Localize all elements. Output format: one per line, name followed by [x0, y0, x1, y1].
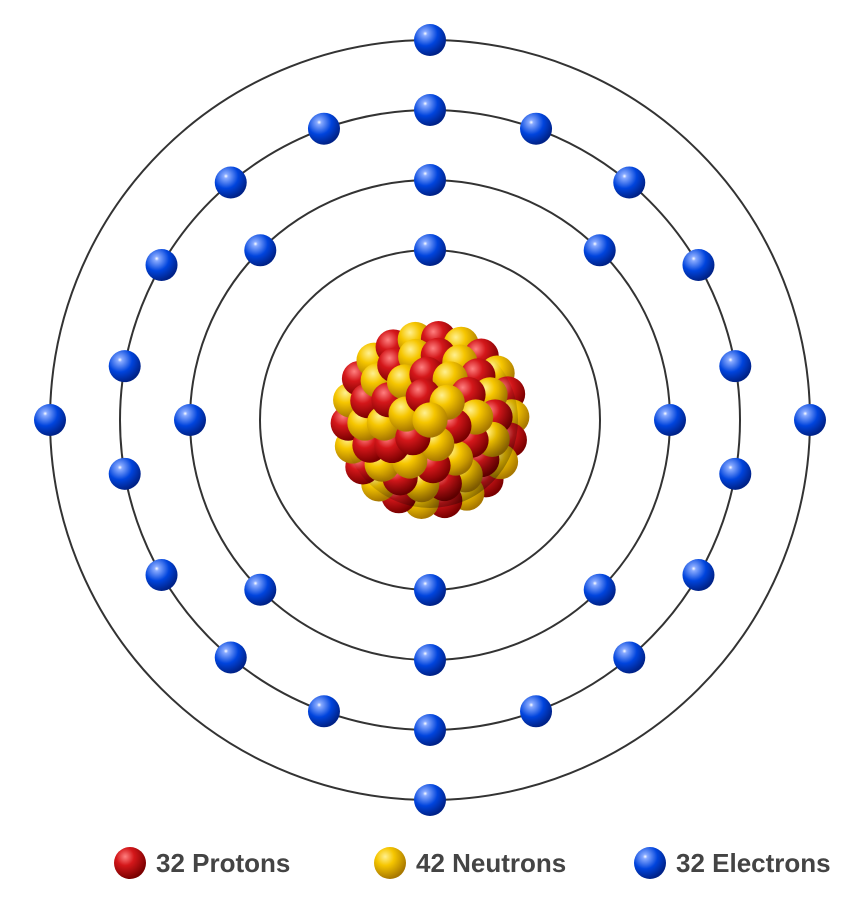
electron	[308, 695, 340, 727]
electron	[414, 234, 446, 266]
electron	[613, 641, 645, 673]
legend: 32 Protons 42 Neutrons 32 Electrons	[114, 847, 831, 879]
electron	[109, 458, 141, 490]
legend-label-neutron: 42 Neutrons	[416, 848, 566, 878]
electron	[794, 404, 826, 436]
nucleus-shade	[342, 332, 518, 508]
electron	[414, 164, 446, 196]
electron	[215, 167, 247, 199]
electron	[414, 94, 446, 126]
electron	[584, 234, 616, 266]
electron	[682, 249, 714, 281]
electron	[414, 714, 446, 746]
electron	[584, 574, 616, 606]
nucleus	[331, 321, 530, 519]
electron	[244, 234, 276, 266]
electron	[146, 559, 178, 591]
electron	[414, 644, 446, 676]
legend-label-electron: 32 Electrons	[676, 848, 831, 878]
atom-diagram: 32 Protons 42 Neutrons 32 Electrons	[0, 0, 860, 909]
electron	[719, 458, 751, 490]
electron	[719, 350, 751, 382]
electron	[215, 641, 247, 673]
legend-marker-proton	[114, 847, 146, 879]
electron	[613, 167, 645, 199]
electron	[414, 784, 446, 816]
legend-marker-neutron	[374, 847, 406, 879]
legend-label-proton: 32 Protons	[156, 848, 290, 878]
electron	[34, 404, 66, 436]
electron	[520, 113, 552, 145]
electron	[244, 574, 276, 606]
electron	[520, 695, 552, 727]
electron	[146, 249, 178, 281]
electron	[414, 24, 446, 56]
legend-marker-electron	[634, 847, 666, 879]
electron	[682, 559, 714, 591]
electron	[654, 404, 686, 436]
electron	[109, 350, 141, 382]
electron	[414, 574, 446, 606]
electron	[308, 113, 340, 145]
electron	[174, 404, 206, 436]
